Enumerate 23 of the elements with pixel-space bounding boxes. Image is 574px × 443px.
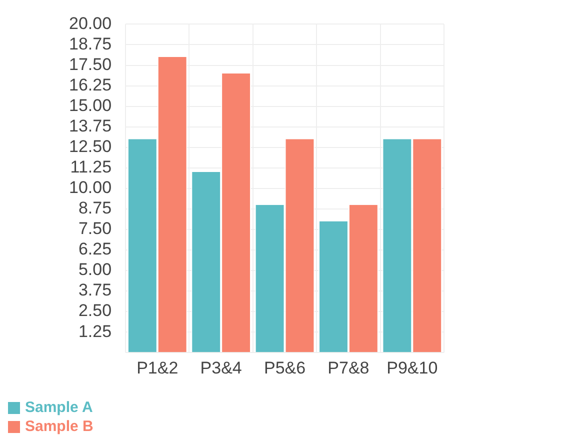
y-tick-label: 8.75	[78, 198, 112, 218]
y-tick-label: 2.50	[78, 301, 112, 320]
x-tick-label: P3&4	[200, 358, 242, 378]
y-tick-label: 6.25	[78, 240, 112, 259]
y-tick-label: 15.00	[68, 96, 112, 115]
legend-label: Sample A	[25, 399, 93, 416]
y-tick-label: 7.50	[78, 219, 112, 238]
y-tick-label: 18.75	[68, 34, 112, 54]
y-tick-label: 11.25	[70, 158, 112, 177]
x-tick-label: P7&8	[328, 358, 370, 378]
y-tick-label: 12.50	[68, 137, 112, 156]
y-tick-label: 13.75	[68, 116, 112, 136]
legend-label: Sample B	[25, 418, 94, 435]
y-tick-label: 10.00	[68, 178, 112, 198]
y-tick-label: 16.25	[68, 75, 112, 94]
y-tick-label: 17.50	[68, 54, 112, 74]
y-tick-label: 20.00	[68, 14, 112, 33]
x-tick-label: P1&2	[136, 358, 178, 378]
y-tick-label: 5.00	[78, 260, 112, 280]
x-tick-label: P5&6	[264, 358, 306, 378]
y-tick-label: 3.75	[78, 280, 112, 300]
x-tick-label: P9&10	[386, 358, 438, 378]
y-tick-label: 1.25	[78, 322, 112, 341]
